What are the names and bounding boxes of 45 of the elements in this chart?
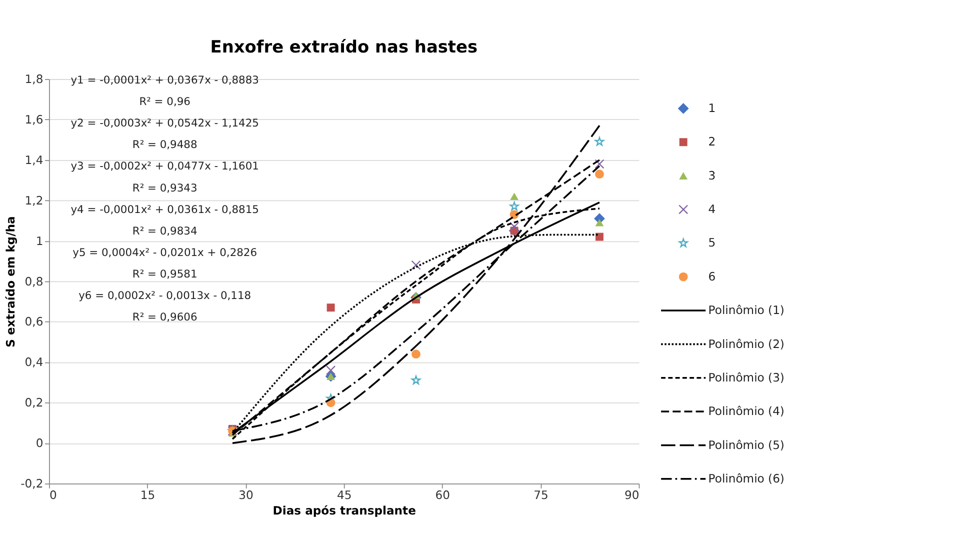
annotation: y1 = -0,0001x² + 0,0367x - 0,8883 [70,74,259,87]
legend-label: Polinômio (6) [708,471,784,486]
legend-label: 3 [708,168,716,182]
x-tick-label: 0 [49,488,57,502]
legend-label: 2 [708,134,716,149]
chart-title: Enxofre extraído nas hastes [210,36,478,56]
legend-label: 6 [708,269,716,284]
y-tick-label: 0,8 [24,274,44,288]
legend-label: Polinômio (2) [708,336,784,351]
x-axis-title: Dias após transplante [272,503,416,518]
y-tick-label: 1 [36,234,44,248]
annotation: R² = 0,96 [139,95,191,108]
annotation: R² = 0,9581 [132,268,198,281]
annotation: R² = 0,9343 [132,181,198,194]
x-tick-label: 30 [238,488,254,502]
x-tick-label: 75 [534,488,548,502]
legend-label: 4 [708,202,716,216]
y-tick-label: 0 [36,436,44,450]
y-tick-label: 1,4 [24,152,44,167]
legend-label: Polinômio (4) [708,404,784,418]
x-tick-label: 90 [624,488,640,502]
x-tick-label: 45 [336,488,352,502]
annotation: R² = 0,9606 [132,310,198,324]
y-tick-label: 1,6 [24,112,44,127]
y-tick-label: 0,4 [24,355,44,370]
legend-label: 5 [708,236,716,250]
legend-label: Polinômio (5) [708,438,784,452]
legend-label: 1 [708,101,716,116]
legend-label: Polinômio (3) [708,370,784,384]
annotation: y2 = -0,0003x² + 0,0542x - 1,1425 [70,116,259,130]
y-tick-label: 1,8 [24,72,44,86]
y-axis-title: S extraído em kg/ha [3,216,18,348]
annotation: R² = 0,9488 [132,138,198,152]
annotation: R² = 0,9834 [132,224,198,238]
annotation: y5 = 0,0004x² - 0,0201x + 0,2826 [72,246,258,259]
x-tick-label: 60 [435,488,450,502]
y-tick-label: 1,2 [24,193,44,208]
annotation: y3 = -0,0002x² + 0,0477x - 1,1601 [70,160,259,173]
annotation: y4 = -0,0001x² + 0,0361x - 0,8815 [70,202,259,216]
legend-label: Polinômio (1) [708,303,784,318]
annotation: y6 = 0,0002x² - 0,0013x - 0,118 [78,289,252,302]
x-tick-label: 15 [140,488,156,502]
y-tick-label: -0,2 [20,476,44,491]
y-tick-label: 0,2 [24,396,44,410]
y-tick-label: 0,6 [24,314,44,329]
